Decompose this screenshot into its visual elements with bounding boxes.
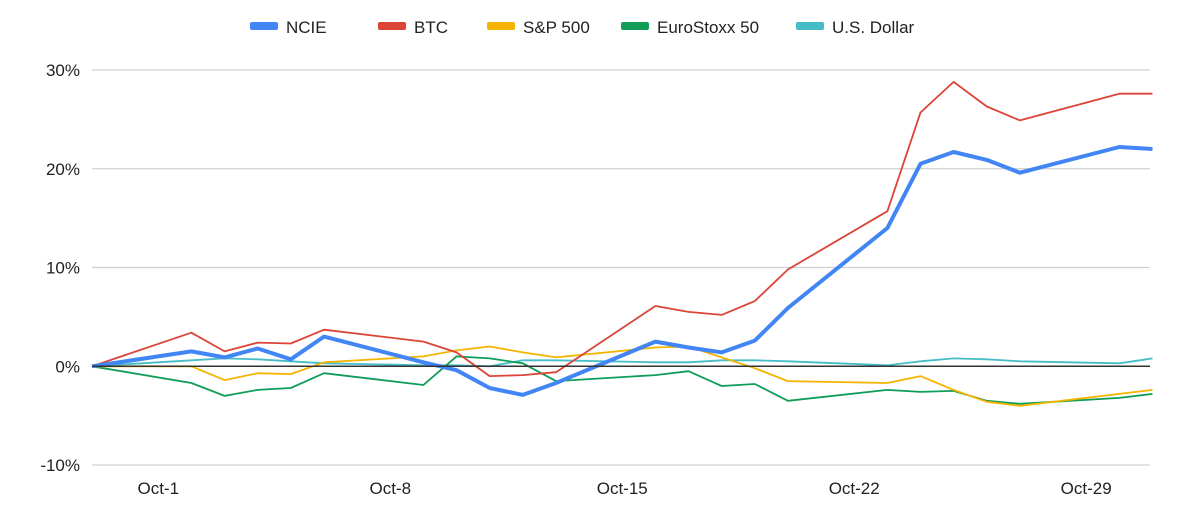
x-tick-label: Oct-8 [369, 479, 411, 498]
series-line-eurostoxx-50 [91, 355, 1153, 405]
y-tick-label: 20% [46, 160, 80, 179]
legend-item: U.S. Dollar [796, 18, 915, 37]
x-tick-label: Oct-29 [1061, 479, 1112, 498]
gridlines [92, 69, 1150, 466]
legend-swatch [621, 22, 649, 30]
legend-swatch [250, 22, 278, 30]
y-tick-label: 30% [46, 61, 80, 80]
x-axis-ticks: Oct-1 Oct-8 Oct-15 Oct-22 Oct-29 [137, 479, 1111, 498]
legend-swatch [487, 22, 515, 30]
series-line-s-p-500 [92, 345, 1153, 407]
legend-label: EuroStoxx 50 [657, 18, 759, 37]
legend-item: NCIE [250, 18, 327, 37]
series-line-btc [91, 81, 1153, 378]
y-tick-label: 10% [46, 259, 80, 278]
x-tick-label: Oct-15 [597, 479, 648, 498]
legend-swatch [796, 22, 824, 30]
series-line-ncie [91, 145, 1153, 397]
legend-label: BTC [414, 18, 448, 37]
series-line-u-s-dollar [91, 357, 1153, 368]
legend: NCIE BTC S&P 500 EuroStoxx 50 U.S. Dollar [250, 18, 915, 37]
legend-item: EuroStoxx 50 [621, 18, 759, 37]
legend-swatch [378, 22, 406, 30]
legend-label: S&P 500 [523, 18, 590, 37]
legend-item: S&P 500 [487, 18, 590, 37]
x-tick-label: Oct-22 [829, 479, 880, 498]
legend-label: NCIE [286, 18, 327, 37]
legend-label: U.S. Dollar [832, 18, 915, 37]
series-lines [91, 81, 1153, 407]
y-tick-label: 0% [55, 357, 80, 376]
legend-item: BTC [378, 18, 448, 37]
x-tick-label: Oct-1 [137, 479, 179, 498]
y-tick-label: -10% [40, 456, 80, 475]
y-axis-ticks: -10% 0% 10% 20% 30% [40, 61, 80, 475]
